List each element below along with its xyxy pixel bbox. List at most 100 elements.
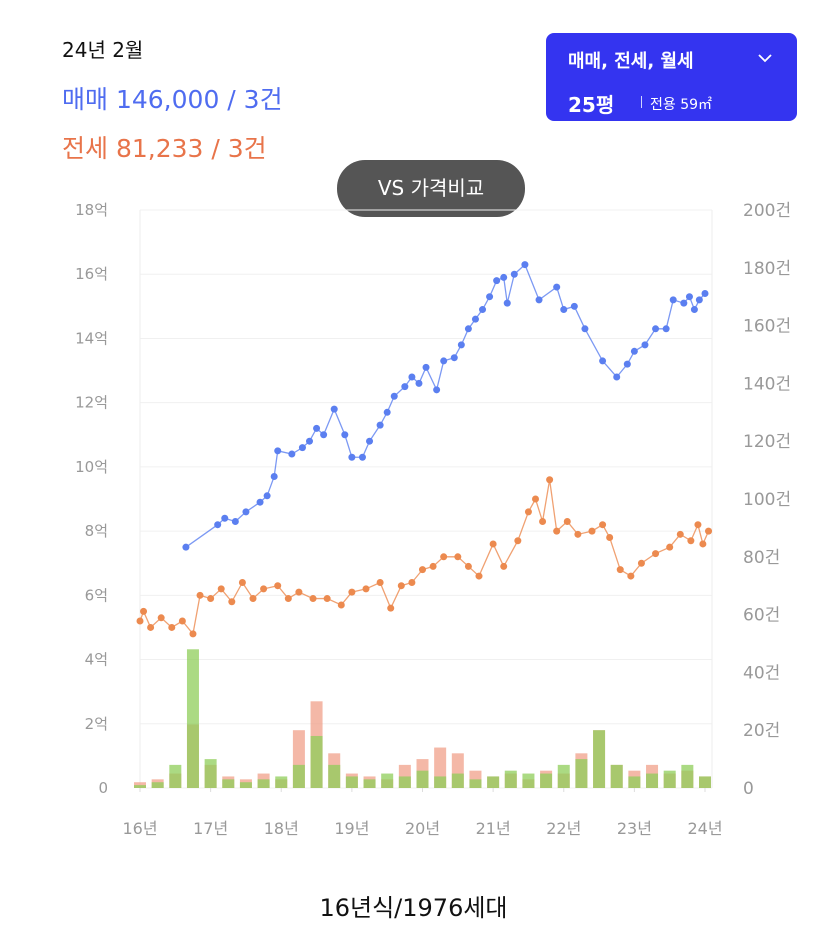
volume-bar (663, 770, 676, 788)
price-point (270, 473, 278, 481)
volume-bar (646, 773, 659, 788)
price-point (627, 572, 635, 580)
price-point (690, 306, 698, 314)
price-point (652, 550, 660, 558)
sale-summary: 매매 146,000 / 3건 (62, 80, 283, 116)
price-point (366, 437, 374, 445)
y2-tick-label: 140건 (743, 374, 791, 394)
y-tick-label: 2억 (85, 715, 108, 733)
price-point (260, 585, 268, 593)
volume-bar (134, 782, 146, 788)
volume-bar (628, 770, 641, 788)
volume-bar (504, 773, 517, 788)
price-point (309, 595, 317, 603)
price-point (486, 293, 494, 301)
volume-bar (522, 773, 535, 788)
x-tick-label: 17년 (193, 819, 228, 838)
volume-bar (557, 764, 570, 788)
price-point (701, 289, 709, 297)
volume-bar (487, 776, 500, 788)
price-point (182, 543, 190, 551)
price-point (493, 277, 501, 285)
volume-bar (169, 764, 182, 788)
y2-tick-label: 100건 (743, 490, 791, 510)
price-point (440, 553, 448, 561)
price-line (185, 263, 706, 548)
price-point (560, 306, 568, 314)
period: 24년 2월 (62, 38, 144, 62)
volume-bar (398, 776, 411, 788)
footer: 16년식/1976세대 (319, 894, 508, 922)
volume-bar (275, 776, 288, 788)
price-point (313, 424, 321, 432)
price-point (298, 444, 306, 452)
volume-bar (310, 701, 323, 788)
volume-bar (381, 779, 394, 788)
rent-label: 전세 (62, 134, 109, 163)
y2-tick-label: 160건 (743, 317, 791, 337)
y-tick-label: 10억 (75, 458, 108, 476)
price-point (532, 495, 539, 503)
volume-bar (434, 747, 447, 788)
y-tick-label: 18억 (75, 201, 108, 219)
volume-bar (186, 724, 199, 788)
price-point (669, 296, 677, 304)
price-point (376, 578, 384, 586)
price-point (136, 617, 144, 625)
separator (641, 96, 642, 108)
volume-bar (416, 770, 429, 788)
y-tick-label: 8억 (85, 522, 108, 540)
price-point (475, 572, 483, 580)
price-point (358, 453, 366, 461)
volume-bar (169, 773, 182, 788)
volume-bar (699, 776, 711, 788)
deal-types: 매매, 전세, 월세 (568, 51, 694, 72)
volume-bar (204, 764, 217, 788)
price-point (178, 617, 186, 625)
x-tick-label: 21년 (476, 819, 511, 838)
price-point (274, 582, 282, 590)
volume-bar (257, 773, 270, 788)
price-point (641, 341, 649, 349)
volume-bar (222, 776, 235, 788)
price-point (323, 595, 331, 603)
price-point (454, 553, 462, 561)
price-point (157, 614, 165, 622)
price-point (306, 437, 313, 445)
price-point (330, 405, 338, 413)
price-point (284, 595, 292, 603)
compare-button[interactable]: VS 가격비교 (337, 160, 525, 217)
price-point (464, 562, 472, 570)
price-point (408, 373, 416, 381)
price-point (695, 296, 703, 304)
rent-summary: 전세 81,233 / 3건 (62, 129, 267, 165)
price-point (341, 431, 349, 439)
price-point (599, 521, 607, 529)
price-point (553, 527, 561, 535)
price-point (383, 408, 391, 416)
rent-value: 81,233 / 3건 (115, 134, 267, 163)
y2-tick-label: 80건 (743, 548, 780, 568)
price-point (221, 514, 229, 522)
x-tick-label: 19년 (334, 819, 369, 838)
price-point (630, 347, 638, 355)
price-point (263, 492, 271, 500)
price-point (408, 578, 416, 586)
price-point (680, 299, 688, 307)
price-point (685, 293, 693, 301)
volume-bar (204, 759, 217, 788)
filter-button[interactable]: 매매, 전세, 월세 25평 전용 59㎡ (546, 33, 797, 121)
y-tick-label: 4억 (85, 651, 108, 669)
price-point (500, 273, 508, 281)
volume-bar (628, 776, 641, 788)
volume-bar (416, 759, 429, 788)
price-point (433, 386, 441, 394)
price-point (362, 585, 370, 593)
y2-tick-label: 20건 (743, 721, 780, 741)
price-point (288, 450, 296, 458)
price-point (440, 357, 448, 365)
volume-bar (151, 779, 164, 788)
price-point (256, 498, 264, 506)
volume-bar (134, 785, 146, 788)
